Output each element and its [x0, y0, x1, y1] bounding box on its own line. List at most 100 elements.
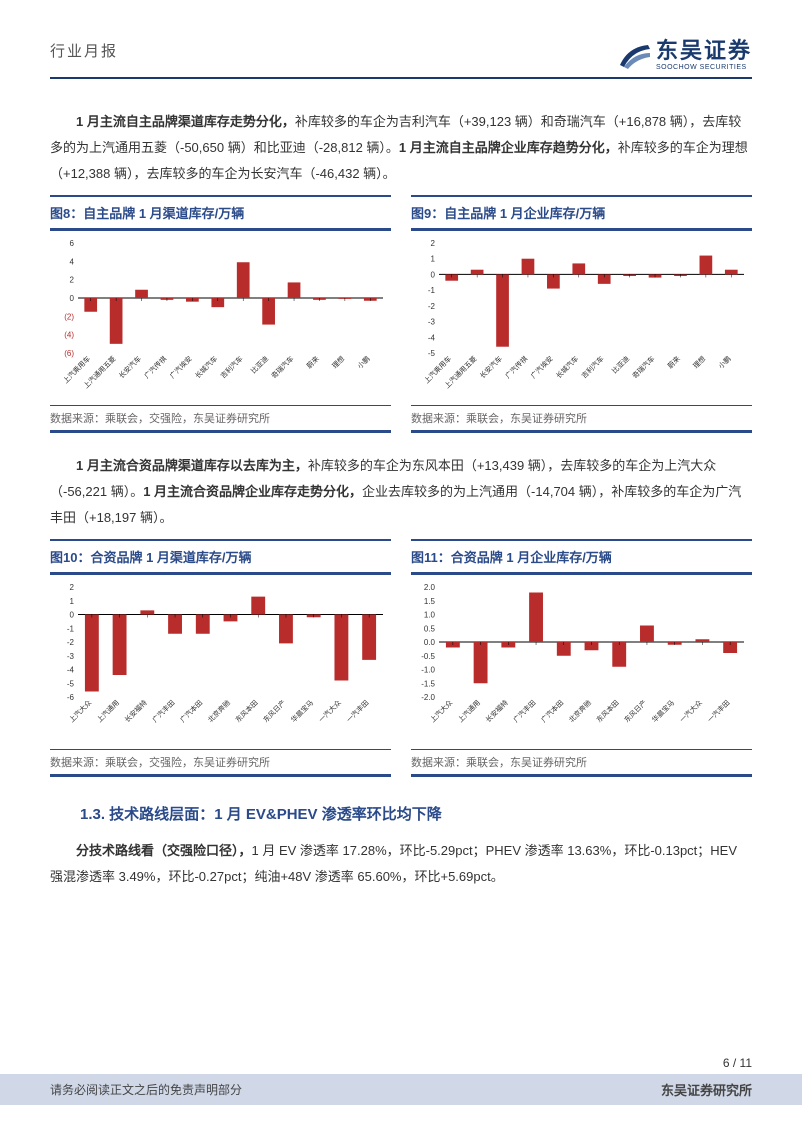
- svg-text:理想: 理想: [691, 354, 707, 370]
- page-header: 行业月报 东吴证券 SOOCHOW SECURITIES: [50, 40, 752, 79]
- svg-text:一汽丰田: 一汽丰田: [344, 698, 370, 724]
- footer-institute: 东吴证券研究所: [661, 1080, 752, 1099]
- svg-text:小鹏: 小鹏: [355, 354, 371, 370]
- svg-text:2: 2: [70, 276, 75, 285]
- svg-text:长安汽车: 长安汽车: [117, 354, 143, 380]
- svg-text:长安汽车: 长安汽车: [478, 354, 504, 380]
- para1-bold2: 1 月主流自主品牌企业库存趋势分化，: [399, 140, 618, 155]
- svg-text:一汽丰田: 一汽丰田: [705, 698, 731, 724]
- svg-text:广汽传祺: 广汽传祺: [142, 354, 168, 380]
- section-para-bold: 分技术路线看（交强险口径），: [76, 843, 252, 858]
- chart-row-1: 图8：自主品牌 1 月渠道库存/万辆 (6)(4)(2)0246上汽乘用车上汽通…: [50, 195, 752, 433]
- svg-text:蔚来: 蔚来: [305, 354, 321, 370]
- chart-8-source: 数据来源：乘联会，交强险，东吴证券研究所: [50, 405, 391, 433]
- svg-text:广汽丰田: 广汽丰田: [150, 698, 176, 724]
- chart-row-2: 图10：合资品牌 1 月渠道库存/万辆 -6-5-4-3-2-1012上汽大众上…: [50, 539, 752, 777]
- chart-8-canvas: (6)(4)(2)0246上汽乘用车上汽通用五菱长安汽车广汽传祺广汽埃安长城汽车…: [50, 235, 391, 405]
- svg-text:-2: -2: [428, 302, 436, 311]
- svg-text:小鹏: 小鹏: [716, 354, 732, 370]
- svg-text:1.5: 1.5: [424, 597, 436, 606]
- footer-disclaimer: 请务必阅读正文之后的免责声明部分: [50, 1081, 242, 1098]
- svg-text:-5: -5: [428, 349, 436, 358]
- chart-11-canvas: -2.0-1.5-1.0-0.50.00.51.01.52.0上汽大众上汽通用长…: [411, 579, 752, 749]
- svg-text:北京奔驰: 北京奔驰: [206, 698, 232, 724]
- company-logo: 东吴证券 SOOCHOW SECURITIES: [618, 40, 752, 71]
- svg-text:0: 0: [70, 611, 75, 620]
- para2-bold1: 1 月主流合资品牌渠道库存以去库为主，: [76, 458, 308, 473]
- svg-text:理想: 理想: [330, 354, 346, 370]
- svg-text:-1: -1: [67, 624, 75, 633]
- svg-text:广汽埃安: 广汽埃安: [168, 354, 194, 380]
- svg-text:6: 6: [70, 239, 75, 248]
- svg-text:北京奔驰: 北京奔驰: [567, 698, 593, 724]
- svg-text:广汽丰田: 广汽丰田: [511, 698, 537, 724]
- svg-text:长城汽车: 长城汽车: [554, 354, 580, 380]
- chart-11: 图11：合资品牌 1 月企业库存/万辆 -2.0-1.5-1.0-0.50.00…: [411, 539, 752, 777]
- svg-text:4: 4: [70, 257, 75, 266]
- svg-text:-4: -4: [67, 666, 75, 675]
- svg-text:广汽埃安: 广汽埃安: [529, 354, 555, 380]
- svg-text:奇瑞汽车: 奇瑞汽车: [630, 354, 656, 380]
- page-number: 6 / 11: [50, 1056, 752, 1070]
- svg-text:0.0: 0.0: [424, 638, 436, 647]
- svg-text:吉利汽车: 吉利汽车: [579, 354, 605, 380]
- svg-text:1: 1: [70, 597, 75, 606]
- svg-text:比亚迪: 比亚迪: [610, 354, 631, 375]
- paragraph-1: 1 月主流自主品牌渠道库存走势分化，补库较多的车企为吉利汽车（+39,123 辆…: [50, 109, 752, 187]
- svg-text:-4: -4: [428, 333, 436, 342]
- report-type-label: 行业月报: [50, 40, 118, 61]
- svg-text:长安福特: 长安福特: [123, 698, 149, 724]
- svg-text:吉利汽车: 吉利汽车: [218, 354, 244, 380]
- svg-text:东风本田: 东风本田: [594, 698, 620, 724]
- chart-8: 图8：自主品牌 1 月渠道库存/万辆 (6)(4)(2)0246上汽乘用车上汽通…: [50, 195, 391, 433]
- logo-mark-icon: [618, 41, 652, 71]
- page-footer: 6 / 11 请务必阅读正文之后的免责声明部分 东吴证券研究所: [0, 1056, 802, 1105]
- svg-text:-1: -1: [428, 286, 436, 295]
- svg-text:-2: -2: [67, 638, 75, 647]
- svg-text:(2): (2): [64, 312, 74, 321]
- svg-text:蔚来: 蔚来: [666, 354, 682, 370]
- svg-text:华晨宝马: 华晨宝马: [650, 698, 676, 724]
- logo-text-en: SOOCHOW SECURITIES: [656, 64, 752, 71]
- svg-text:长安福特: 长安福特: [484, 698, 510, 724]
- logo-text-cn: 东吴证券: [656, 40, 752, 62]
- svg-text:广汽传祺: 广汽传祺: [503, 354, 529, 380]
- chart-9-source: 数据来源：乘联会，东吴证券研究所: [411, 405, 752, 433]
- svg-text:1.0: 1.0: [424, 611, 436, 620]
- svg-text:长城汽车: 长城汽车: [193, 354, 219, 380]
- svg-text:2: 2: [431, 239, 436, 248]
- chart-10: 图10：合资品牌 1 月渠道库存/万辆 -6-5-4-3-2-1012上汽大众上…: [50, 539, 391, 777]
- section-heading: 1.3. 技术路线层面：1 月 EV&PHEV 渗透率环比均下降: [50, 803, 752, 824]
- svg-text:(4): (4): [64, 331, 74, 340]
- svg-text:上汽通用: 上汽通用: [95, 698, 121, 724]
- svg-text:-2.0: -2.0: [421, 693, 435, 702]
- svg-text:2: 2: [70, 583, 75, 592]
- chart-8-title: 图8：自主品牌 1 月渠道库存/万辆: [50, 195, 391, 231]
- svg-text:-5: -5: [67, 679, 75, 688]
- svg-text:0.5: 0.5: [424, 624, 436, 633]
- svg-text:1: 1: [431, 255, 436, 264]
- chart-10-canvas: -6-5-4-3-2-1012上汽大众上汽通用长安福特广汽丰田广汽本田北京奔驰东…: [50, 579, 391, 749]
- svg-text:华晨宝马: 华晨宝马: [289, 698, 315, 724]
- chart-9: 图9：自主品牌 1 月企业库存/万辆 -5-4-3-2-1012上汽乘用车上汽通…: [411, 195, 752, 433]
- svg-text:一汽大众: 一汽大众: [317, 698, 343, 724]
- chart-9-canvas: -5-4-3-2-1012上汽乘用车上汽通用五菱长安汽车广汽传祺广汽埃安长城汽车…: [411, 235, 752, 405]
- svg-text:东风本田: 东风本田: [233, 698, 259, 724]
- svg-text:-3: -3: [428, 318, 436, 327]
- para2-bold2: 1 月主流合资品牌企业库存走势分化，: [143, 484, 362, 499]
- chart-11-title: 图11：合资品牌 1 月企业库存/万辆: [411, 539, 752, 575]
- section-para: 分技术路线看（交强险口径），1 月 EV 渗透率 17.28%，环比-5.29p…: [50, 838, 752, 890]
- svg-text:-0.5: -0.5: [421, 652, 435, 661]
- chart-10-title: 图10：合资品牌 1 月渠道库存/万辆: [50, 539, 391, 575]
- svg-text:-1.5: -1.5: [421, 679, 435, 688]
- svg-text:0: 0: [431, 270, 436, 279]
- para1-bold1: 1 月主流自主品牌渠道库存走势分化，: [76, 114, 295, 129]
- svg-text:上汽通用: 上汽通用: [456, 698, 482, 724]
- svg-text:东风日产: 东风日产: [622, 698, 648, 724]
- svg-text:0: 0: [70, 294, 75, 303]
- svg-text:2.0: 2.0: [424, 583, 436, 592]
- svg-text:广汽本田: 广汽本田: [539, 698, 565, 724]
- chart-11-source: 数据来源：乘联会，东吴证券研究所: [411, 749, 752, 777]
- paragraph-2: 1 月主流合资品牌渠道库存以去库为主，补库较多的车企为东风本田（+13,439 …: [50, 453, 752, 531]
- svg-text:奇瑞汽车: 奇瑞汽车: [269, 354, 295, 380]
